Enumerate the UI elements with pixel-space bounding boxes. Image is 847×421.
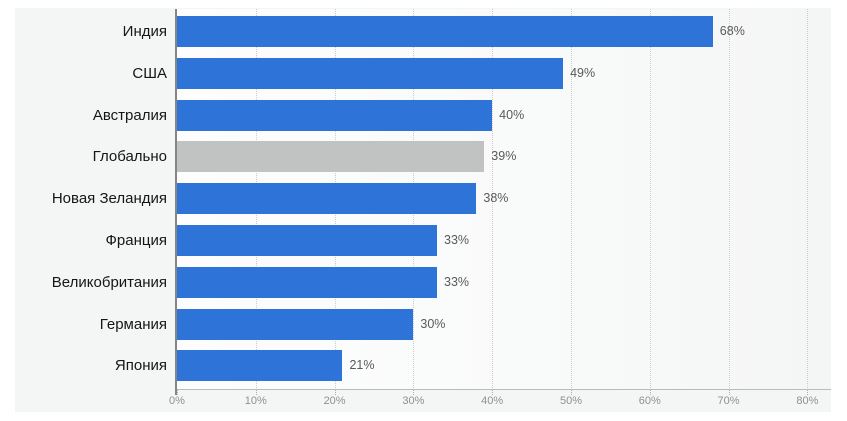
x-tick-mark [334,390,336,395]
bar-row: Новая Зеландия 38% [15,183,831,215]
x-tick-label: 10% [244,395,267,407]
x-tick-mark [413,390,415,395]
bar-track: 39% [177,141,831,173]
value-label: 33% [444,274,470,289]
value-label: 30% [420,316,446,331]
gridline [728,9,730,390]
category-label: Австралия [92,106,167,124]
bar-row: Индия 68% [15,16,831,47]
x-tick-mark [492,390,494,395]
gridline [570,9,572,390]
category-label: США [132,64,167,82]
bar-track: 40% [177,99,831,131]
value-label: 39% [491,149,517,164]
gridline [649,9,651,390]
bar[interactable] [177,225,438,256]
category-label: Индия [122,23,167,40]
bar-track: 33% [177,225,831,256]
gridline [807,9,809,390]
value-label: 68% [719,24,745,38]
bar-row: Австралия 40% [15,99,831,131]
gridline [492,9,494,390]
bar-track: 33% [177,266,831,298]
x-tick-label: 0% [169,395,185,407]
bar[interactable] [177,266,438,298]
bar[interactable] [177,308,414,340]
x-axis-tick-labels: 0% 10% 20% 30% 40% 50% 60% 70% 80% [169,390,831,412]
x-tick-mark [177,390,178,395]
bar[interactable] [177,57,564,89]
x-tick-label: 20% [323,395,346,407]
bar-track: 38% [177,183,831,215]
bar-row: Франция 33% [15,225,831,256]
x-tick-mark [649,390,651,395]
x-tick-label: 40% [481,395,504,407]
x-tick-mark [728,390,730,395]
x-tick-mark [255,390,257,395]
bar[interactable] [177,141,485,173]
x-tick-mark [570,390,572,395]
x-tick-label: 80% [796,395,819,407]
bar-row: Глобально 39% [15,141,831,173]
value-label: 38% [483,191,509,206]
chart-panel: 0% 10% 20% 30% 40% 50% 60% 70% 80% Индия 68% США 49… [15,8,831,412]
bar-track: 49% [177,57,831,89]
bar-track: 21% [177,350,831,382]
category-label: Франция [105,232,167,249]
x-axis-line [177,389,831,390]
value-label: 33% [444,233,470,247]
category-label: Япония [114,357,167,375]
x-tick-label: 60% [638,395,661,407]
bar-row: Великобритания 33% [15,266,831,298]
x-tick-label: 50% [559,395,582,407]
category-label: Германия [99,315,167,333]
bar[interactable] [177,99,493,131]
bar[interactable] [177,350,343,382]
x-tick-label: 70% [717,395,740,407]
bar[interactable] [177,183,477,215]
bar-track: 30% [177,308,831,340]
x-tick-mark [807,390,809,395]
bar-track: 68% [177,16,831,47]
category-label: Глобально [92,148,167,166]
bar-row: Япония 21% [15,350,831,382]
bar-row: США 49% [15,57,831,89]
bar[interactable] [177,16,713,47]
category-label: Великобритания [51,273,167,291]
value-label: 21% [349,358,375,373]
value-label: 40% [499,107,525,122]
category-label: Новая Зеландия [51,190,167,208]
value-label: 49% [570,65,596,80]
x-tick-label: 30% [402,395,425,407]
y-axis-line [175,9,177,395]
bar-row: Германия 30% [15,308,831,340]
